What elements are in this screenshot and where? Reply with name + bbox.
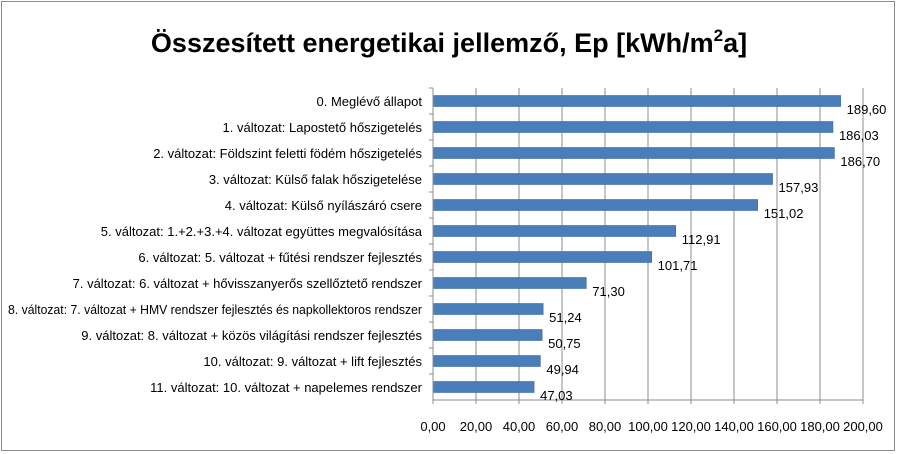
x-tick-label: 200,00 [843,419,883,434]
bar [432,381,535,393]
x-tick-label: 0,00 [420,419,445,434]
axes [429,87,864,404]
category-label: 9. változat: 8. változat + közös világít… [81,328,422,343]
category-label: 2. változat: Földszint feletti födém hős… [153,146,422,161]
bars [432,95,841,393]
x-tick-label: 160,00 [757,419,797,434]
data-label: 101,71 [658,258,698,273]
bar [432,95,841,107]
bar [432,355,541,367]
bar [432,121,834,133]
data-label: 47,03 [540,388,573,403]
x-tick-label: 40,00 [503,419,536,434]
bar [432,199,758,211]
bar [432,277,587,289]
x-tick-label: 120,00 [671,419,711,434]
category-label: 0. Meglévő állapot [316,94,422,109]
chart-title: Összesített energetikai jellemző, Ep [kW… [151,26,747,58]
bar [432,147,835,159]
bar [432,329,543,341]
category-label: 5. változat: 1.+2.+3.+4. változat együtt… [101,224,423,239]
labels: 0,00 20,00 40,00 60,00 80,00 100,00 120,00 140,… [8,94,886,434]
category-label: 1. változat: Lapostető hőszigetelés [223,120,423,135]
category-label: 11. változat: 10. változat + napelemes r… [150,380,423,395]
data-label: 186,70 [840,154,880,169]
data-label: 51,24 [549,310,582,325]
x-tick-label: 80,00 [589,419,622,434]
category-label: 4. változat: Külső nyílászáró csere [225,198,422,213]
data-label: 151,02 [764,206,804,221]
data-label: 50,75 [548,336,581,351]
bar [432,303,544,315]
chart-title-tail: a] [723,28,747,58]
bar [432,251,652,263]
category-label: 8. változat: 7. változat + HMV rendszer … [8,302,423,317]
category-label: 3. változat: Külső falak hőszigetelése [209,172,422,187]
chart-title-superscript: 2 [714,26,723,45]
data-label: 189,60 [847,102,887,117]
data-label: 112,91 [682,232,721,247]
bar [432,225,677,237]
category-label: 7. változat: 6. változat + hővisszanyerő… [73,276,423,291]
x-tick-label: 20,00 [460,419,493,434]
data-label: 49,94 [546,362,579,377]
category-label: 6. változat: 5. változat + fűtési rendsz… [138,250,422,265]
data-label: 71,30 [592,284,625,299]
bar [432,173,773,185]
data-label: 157,93 [779,180,819,195]
chart-title-main: Összesített energetikai jellemző, Ep [kW… [151,28,714,58]
gridlines [475,88,864,400]
x-tick-label: 100,00 [628,419,668,434]
x-tick-label: 60,00 [546,419,579,434]
data-label: 186,03 [839,128,879,143]
category-label: 10. változat: 9. változat + lift fejlesz… [203,354,422,369]
x-tick-label: 180,00 [800,419,840,434]
x-tick-label: 140,00 [714,419,754,434]
